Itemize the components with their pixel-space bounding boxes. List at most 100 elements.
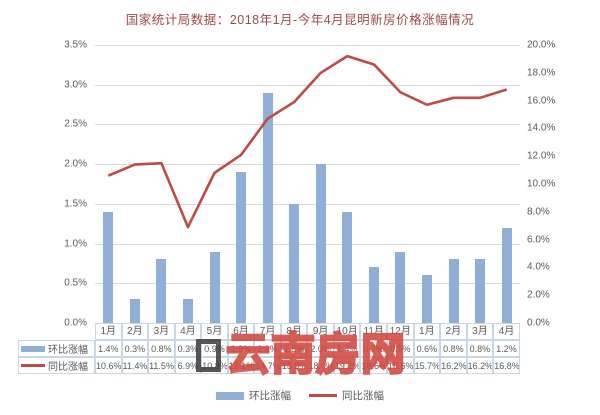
table-cell: 0.9%	[387, 340, 414, 357]
table-cell: 0.8%	[148, 340, 175, 357]
month-label: 11月	[360, 323, 388, 340]
gridline	[95, 84, 520, 86]
table-row: 环比涨幅 1.4% 0.3% 0.8% 0.3% 0.9% 1.9% 2.9% 1.5% 2.0%…	[18, 340, 520, 357]
month-label: 5月	[201, 323, 228, 340]
bar	[475, 259, 486, 323]
y-axis-tick-left: 1.0%	[64, 238, 87, 250]
table-row-label: 同比涨幅	[18, 357, 95, 374]
gridline	[95, 283, 520, 285]
data-table: 1月 2月 3月 4月 5月 6月 7月 8月 9月 10月 11月 12月 1月 2月 3月 4月 环比涨幅 1…	[18, 323, 520, 374]
y-axis-tick-right: 0.0%	[527, 317, 550, 329]
table-cell: 16.6%	[387, 357, 414, 374]
y-axis-tick-left: 3.0%	[64, 79, 87, 91]
y-axis-tick-right: 10.0%	[527, 178, 556, 190]
bar	[156, 259, 167, 323]
table-cell: 1.4%	[333, 340, 361, 357]
table-cell: 1.5%	[280, 340, 308, 357]
table-cell: 0.9%	[201, 340, 228, 357]
legend-item-yoy: 同比涨幅	[309, 388, 384, 403]
table-cell: 2.0%	[307, 340, 334, 357]
bar	[448, 259, 459, 323]
table-cell: 1.9%	[227, 340, 255, 357]
gridline	[95, 203, 520, 205]
table-row: 同比涨幅 10.6% 11.4% 11.5% 6.9% 10.8% 12.1% 14.7% 15…	[18, 357, 520, 374]
bar	[368, 267, 379, 323]
legend-item-mom: 环比涨幅	[216, 388, 291, 403]
table-cell: 11.5%	[148, 357, 175, 374]
table-row: 1月 2月 3月 4月 5月 6月 7月 8月 9月 10月 11月 12月 1月 2月 3月 4月	[18, 323, 520, 340]
table-cell: 0.8%	[440, 340, 467, 357]
plot-area	[95, 45, 520, 324]
y-axis-tick-left: 0.0%	[64, 317, 87, 329]
gridline	[95, 164, 520, 166]
line-series	[107, 54, 508, 229]
table-cell: 14.7%	[254, 357, 281, 374]
table-cell: 0.6%	[413, 340, 441, 357]
table-cell: 19.2%	[333, 357, 361, 374]
table-cell: 1.2%	[493, 340, 520, 357]
trend-line	[107, 54, 508, 229]
bar	[209, 251, 220, 323]
table-cell: 12.1%	[227, 357, 255, 374]
table-cell: 10.8%	[201, 357, 228, 374]
month-label: 9月	[307, 323, 334, 340]
bar	[315, 164, 326, 323]
month-label: 4月	[174, 323, 202, 340]
chart-legend: 环比涨幅 同比涨幅	[0, 388, 600, 403]
table-cell: 2.9%	[254, 340, 281, 357]
bar-swatch-icon	[216, 391, 244, 400]
bar-swatch-icon	[21, 345, 45, 352]
month-label: 7月	[254, 323, 281, 340]
y-axis-tick-right: 16.0%	[527, 95, 556, 107]
y-axis-tick-right: 14.0%	[527, 122, 556, 134]
y-axis-tick-left: 3.5%	[64, 39, 87, 51]
table-cell: 18.0%	[307, 357, 334, 374]
line-swatch-icon	[21, 364, 45, 367]
table-cell: 15.9%	[280, 357, 308, 374]
bar	[289, 203, 300, 323]
chart-title: 国家统计局数据：2018年1月-今年4月昆明新房价格涨幅情况	[125, 13, 475, 27]
month-label: 3月	[466, 323, 494, 340]
y-axis-tick-right: 8.0%	[527, 206, 550, 218]
table-cell: 18.6%	[360, 357, 388, 374]
y-axis-tick-left: 1.5%	[64, 198, 87, 210]
table-cell: 16.2%	[440, 357, 467, 374]
y-axis-tick-right: 20.0%	[527, 39, 556, 51]
bar	[129, 299, 140, 323]
legend-label-mom: 环比涨幅	[249, 390, 291, 402]
y-axis-tick-right: 12.0%	[527, 150, 556, 162]
legend-label-yoy: 同比涨幅	[342, 390, 384, 402]
table-cell: 0.3%	[121, 340, 149, 357]
gridline	[95, 124, 520, 126]
month-label: 10月	[333, 323, 361, 340]
bar	[501, 227, 512, 323]
bar	[262, 92, 273, 323]
month-label: 8月	[280, 323, 308, 340]
bar	[422, 275, 433, 323]
y-axis-tick-right: 6.0%	[527, 234, 550, 246]
table-cell: 1.4%	[95, 340, 122, 357]
y-axis-tick-right: 4.0%	[527, 261, 550, 273]
y-axis-tick-left: 2.0%	[64, 158, 87, 170]
bar	[103, 211, 114, 323]
bar	[182, 299, 193, 323]
table-cell: 11.4%	[121, 357, 149, 374]
bar	[236, 172, 247, 323]
table-cell: 0.8%	[466, 340, 494, 357]
table-cell: 0.7%	[360, 340, 388, 357]
month-label: 1月	[95, 323, 122, 340]
bar	[395, 251, 406, 323]
y-axis-tick-right: 2.0%	[527, 289, 550, 301]
table-row-label: 环比涨幅	[18, 340, 95, 357]
bar	[342, 211, 353, 323]
y-axis-tick-left: 0.5%	[64, 277, 87, 289]
month-label: 3月	[148, 323, 175, 340]
gridline	[95, 243, 520, 245]
line-swatch-icon	[309, 394, 337, 397]
table-cell: 10.6%	[95, 357, 122, 374]
month-label: 2月	[121, 323, 149, 340]
month-label: 6月	[227, 323, 255, 340]
month-label: 12月	[387, 323, 414, 340]
y-axis-tick-left: 2.5%	[64, 118, 87, 130]
